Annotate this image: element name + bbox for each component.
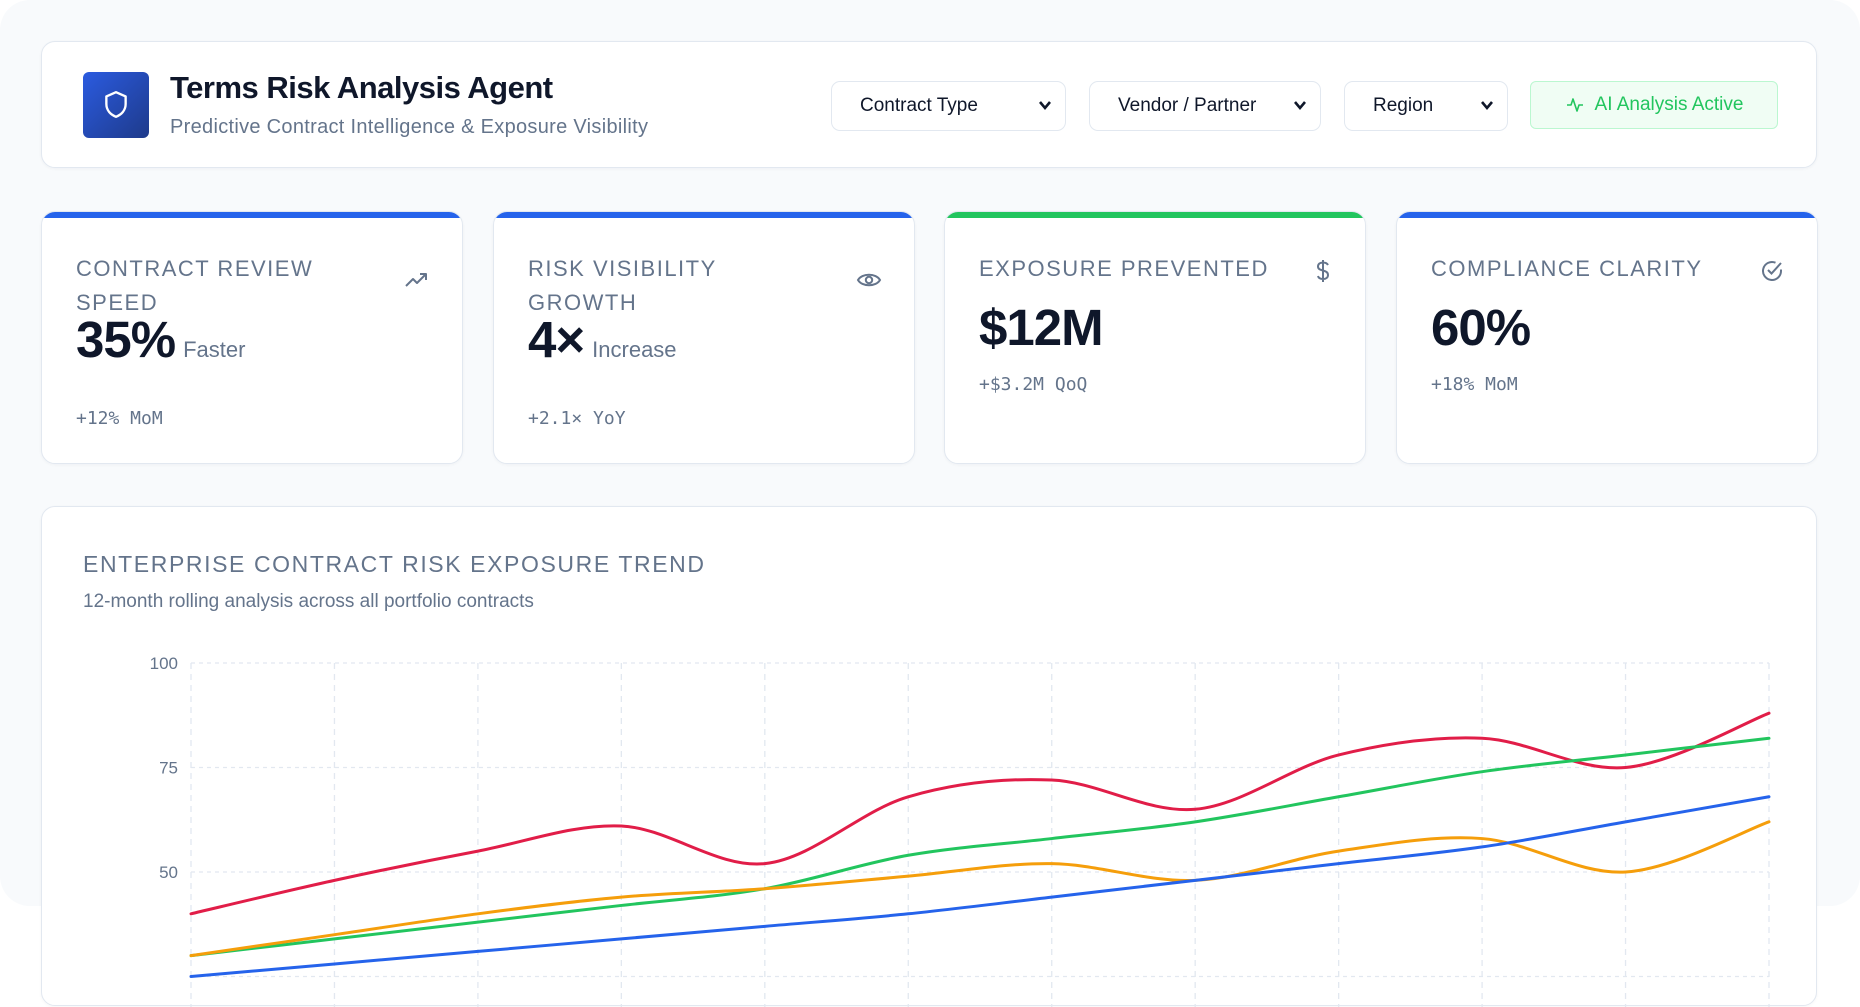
y-tick-label: 50 [159,863,178,882]
kpi-card-exposure-prevented: Exposure Prevented $12M +$3.2M QoQ [944,211,1366,464]
chart-subtitle: 12-month rolling analysis across all por… [83,591,534,612]
kpi-card-compliance-clarity: Compliance Clarity 60% +18% MoM [1396,211,1818,464]
kpi-card-risk-visibility: Risk Visibility Growth 4× Increase +2.1× … [493,211,915,464]
kpi-label: Compliance Clarity [1431,256,1703,281]
kpi-delta: +2.1× YoY [528,408,626,429]
kpi-value-number: 60% [1431,299,1531,356]
kpi-delta: +18% MoM [1431,374,1518,395]
chevron-down-icon [1039,101,1051,111]
ai-status-badge: AI Analysis Active [1530,81,1778,129]
kpi-accent-bar [42,212,462,218]
chart-title: ENTERPRISE CONTRACT RISK EXPOSURE TREND [83,551,706,577]
kpi-unit: Increase [592,337,677,362]
kpi-card-review-speed: Contract Review Speed 35% Faster +12% MoM [41,211,463,464]
series-line-4 [189,795,1771,978]
kpi-label: Contract Review Speed [76,256,314,315]
ai-status-label: AI Analysis Active [1594,94,1744,115]
dollar-icon [1316,260,1330,282]
chevron-down-icon [1294,101,1306,111]
vendor-partner-select[interactable]: Vendor / Partner [1089,81,1321,131]
kpi-accent-bar [945,212,1365,218]
kpi-value-number: $12M [979,299,1104,356]
trending-up-icon [405,273,427,287]
select-label: Vendor / Partner [1118,95,1257,116]
kpi-accent-bar [1397,212,1817,218]
y-tick-label: 75 [159,759,178,778]
kpi-value: 4× Increase [528,310,677,369]
line-chart: 100 75 50 [150,654,1771,1007]
app-subtitle: Predictive Contract Intelligence & Expos… [170,116,649,138]
risk-trend-chart-card: ENTERPRISE CONTRACT RISK EXPOSURE TREND … [41,506,1817,1007]
header-card: Terms Risk Analysis Agent Predictive Con… [41,41,1817,168]
series-line-2 [189,736,1771,958]
select-label: Region [1373,95,1434,116]
series-line-1 [189,711,1771,916]
kpi-label: Exposure Prevented [979,256,1269,281]
activity-icon [1566,98,1583,112]
kpi-value: 35% Faster [76,310,245,369]
kpi-value: $12M [979,298,1104,357]
kpi-value: 60% [1431,298,1531,357]
kpi-delta: +12% MoM [76,408,163,429]
kpi-unit: Faster [183,337,246,362]
select-label: Contract Type [860,95,978,116]
y-tick-label: 100 [150,654,178,673]
check-circle-icon [1762,261,1782,281]
kpi-delta: +$3.2M QoQ [979,374,1088,395]
series-line-3 [189,820,1771,958]
kpi-value-number: 4× [528,311,585,368]
eye-icon [856,273,882,287]
kpi-label: Risk Visibility Growth [528,256,717,315]
shield-icon [83,72,149,138]
chevron-down-icon [1481,101,1493,111]
kpi-accent-bar [494,212,914,218]
app-title: Terms Risk Analysis Agent [170,70,553,105]
region-select[interactable]: Region [1344,81,1508,131]
contract-type-select[interactable]: Contract Type [831,81,1066,131]
kpi-value-number: 35% [76,311,176,368]
